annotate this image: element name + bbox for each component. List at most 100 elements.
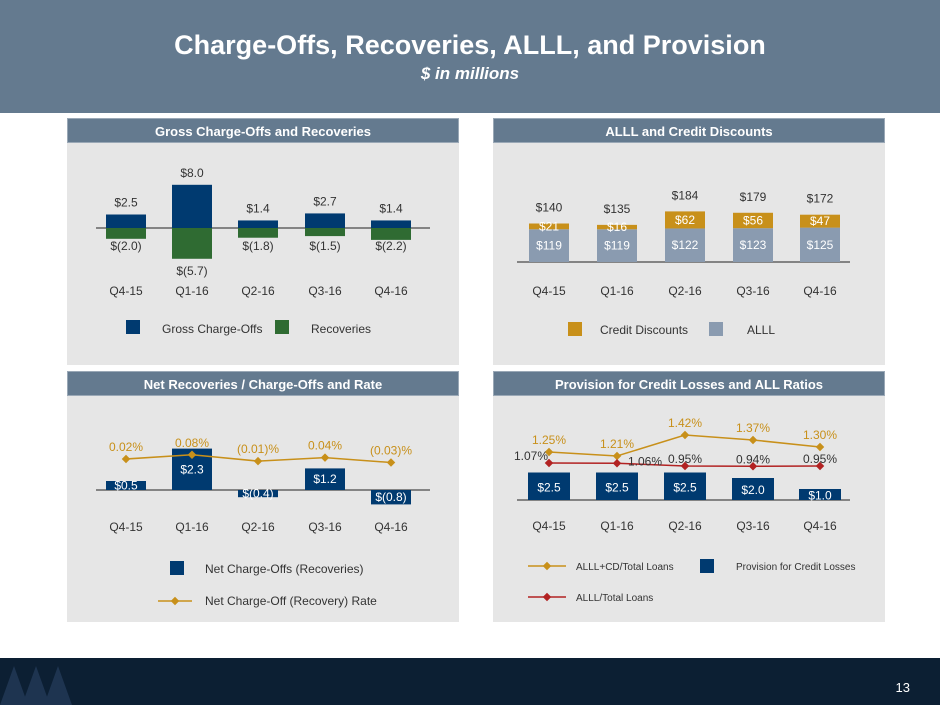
net-rate-point xyxy=(253,456,263,466)
legend-label-net-chargeoffs: Net Charge-Offs (Recoveries) xyxy=(205,562,364,576)
net-x-tick: Q4-16 xyxy=(374,520,408,534)
alll-label: $122 xyxy=(672,238,699,252)
provision-panel-title: Provision for Credit Losses and ALL Rati… xyxy=(493,371,885,396)
gross-chargeoff-label: $8.0 xyxy=(180,166,204,180)
gross-chargeoff-label: $1.4 xyxy=(379,201,403,215)
net-chargeoff-bar xyxy=(238,490,278,498)
net-rate-label: 0.02% xyxy=(109,440,143,454)
alll-total-label: $184 xyxy=(672,188,699,202)
page-subtitle: $ in millions xyxy=(420,64,520,83)
gross-x-tick: Q2-16 xyxy=(241,284,275,298)
provision-x-tick: Q4-15 xyxy=(532,519,566,533)
gross-x-tick: Q4-16 xyxy=(374,284,408,298)
net-x-tick: Q2-16 xyxy=(241,520,275,534)
net-x-tick: Q1-16 xyxy=(175,520,209,534)
legend-swatch-provision xyxy=(700,559,714,573)
alll-total-label: $179 xyxy=(740,190,767,204)
provision-bar xyxy=(596,472,638,500)
credit-discount-bar xyxy=(597,224,637,230)
legend-swatch-alll xyxy=(709,322,723,336)
legend-marker-alll xyxy=(542,592,552,602)
net-rate-label: 0.08% xyxy=(175,436,209,450)
net-panel-title: Net Recoveries / Charge-Offs and Rate xyxy=(67,371,459,396)
alll-total-label: $172 xyxy=(807,192,834,206)
legend-label-alll-ratio: ALLL/Total Loans xyxy=(576,593,653,604)
provision-label: $2.5 xyxy=(605,480,629,494)
legend-label-gross-chargeoffs: Gross Charge-Offs xyxy=(162,322,262,336)
gross-x-tick: Q4-15 xyxy=(109,284,143,298)
legend-swatch-recoveries xyxy=(275,320,289,334)
provision-label: $2.0 xyxy=(741,483,765,497)
alll-cd-ratio-point xyxy=(815,442,825,452)
gross-chargeoff-bar xyxy=(238,220,278,228)
gross-chargeoff-bar xyxy=(172,184,212,228)
recovery-label: $(2.0) xyxy=(110,239,141,253)
alll-x-tick: Q1-16 xyxy=(600,284,634,298)
net-chargeoff-label: $(0.8) xyxy=(375,490,406,504)
alll-cd-ratio-label: 1.42% xyxy=(668,416,702,430)
header-band xyxy=(0,0,940,113)
recovery-bar xyxy=(305,228,345,237)
provision-panel xyxy=(493,394,885,622)
net-rate-point xyxy=(386,458,396,467)
gross-chargeoff-bar xyxy=(371,220,411,228)
net-chargeoff-label: $0.5 xyxy=(114,479,138,493)
net-chargeoff-label: $1.2 xyxy=(313,472,337,486)
alll-label: $119 xyxy=(604,239,630,253)
alll-cd-ratio-label: 1.30% xyxy=(803,428,837,442)
provision-label: $2.5 xyxy=(537,480,561,494)
provision-bar xyxy=(799,489,841,500)
alll-x-tick: Q2-16 xyxy=(668,284,702,298)
legend-marker-net-rate xyxy=(170,596,180,606)
legend-label-alll: ALLL xyxy=(747,323,775,337)
recovery-bar xyxy=(172,228,212,259)
net-panel xyxy=(67,394,459,622)
alll-panel-title: ALLL and Credit Discounts xyxy=(493,118,885,143)
provision-bar xyxy=(732,478,774,500)
legend-label-recoveries: Recoveries xyxy=(311,322,371,336)
alll-ratio-label: 0.94% xyxy=(736,452,770,466)
recovery-label: $(2.2) xyxy=(375,239,406,253)
provision-bar xyxy=(664,472,706,500)
provision-x-tick: Q4-16 xyxy=(803,519,837,533)
gross-x-tick: Q3-16 xyxy=(308,284,342,298)
net-rate-label: (0.03)% xyxy=(370,444,412,458)
net-chargeoff-bar xyxy=(106,481,146,490)
footer-band xyxy=(0,658,940,705)
provision-label: $1.0 xyxy=(808,489,832,503)
net-chargeoff-label: $(0.4) xyxy=(242,487,273,501)
net-chargeoff-label: $2.3 xyxy=(180,462,204,476)
legend-swatch-gross-chargeoffs xyxy=(126,320,140,334)
alll-cd-ratio-point xyxy=(612,451,622,461)
recovery-label: $(1.5) xyxy=(309,239,340,253)
net-chargeoff-bar xyxy=(371,490,411,505)
net-rate-label: 0.04% xyxy=(308,439,342,453)
alll-cd-ratio-point xyxy=(544,447,554,457)
credit-discount-label: $16 xyxy=(607,220,627,234)
recovery-label: $(1.8) xyxy=(242,239,273,253)
alll-bar xyxy=(733,228,773,262)
recovery-label: $(5.7) xyxy=(176,264,207,278)
net-rate-point xyxy=(187,450,197,460)
alll-bar xyxy=(529,229,569,262)
alll-ratio-label: 1.07% xyxy=(514,449,548,463)
gross-chargeoff-bar xyxy=(305,213,345,228)
alll-cd-ratio-point xyxy=(680,430,690,440)
alll-label: $119 xyxy=(536,239,562,253)
alll-label: $123 xyxy=(740,238,767,252)
alll-x-tick: Q3-16 xyxy=(736,284,770,298)
alll-x-tick: Q4-16 xyxy=(803,284,837,298)
company-logo xyxy=(0,666,72,705)
legend-label-provision: Provision for Credit Losses xyxy=(736,562,856,573)
net-x-tick: Q3-16 xyxy=(308,520,342,534)
gross-x-tick: Q1-16 xyxy=(175,284,209,298)
provision-x-tick: Q2-16 xyxy=(668,519,702,533)
legend-label-net-rate: Net Charge-Off (Recovery) Rate xyxy=(205,594,377,608)
alll-bar xyxy=(597,229,637,262)
credit-discount-bar xyxy=(665,211,705,229)
credit-discount-bar xyxy=(800,214,840,228)
gross-chargeoff-label: $2.7 xyxy=(313,194,337,208)
net-rate-point xyxy=(320,453,330,462)
alll-ratio-point xyxy=(815,461,825,471)
